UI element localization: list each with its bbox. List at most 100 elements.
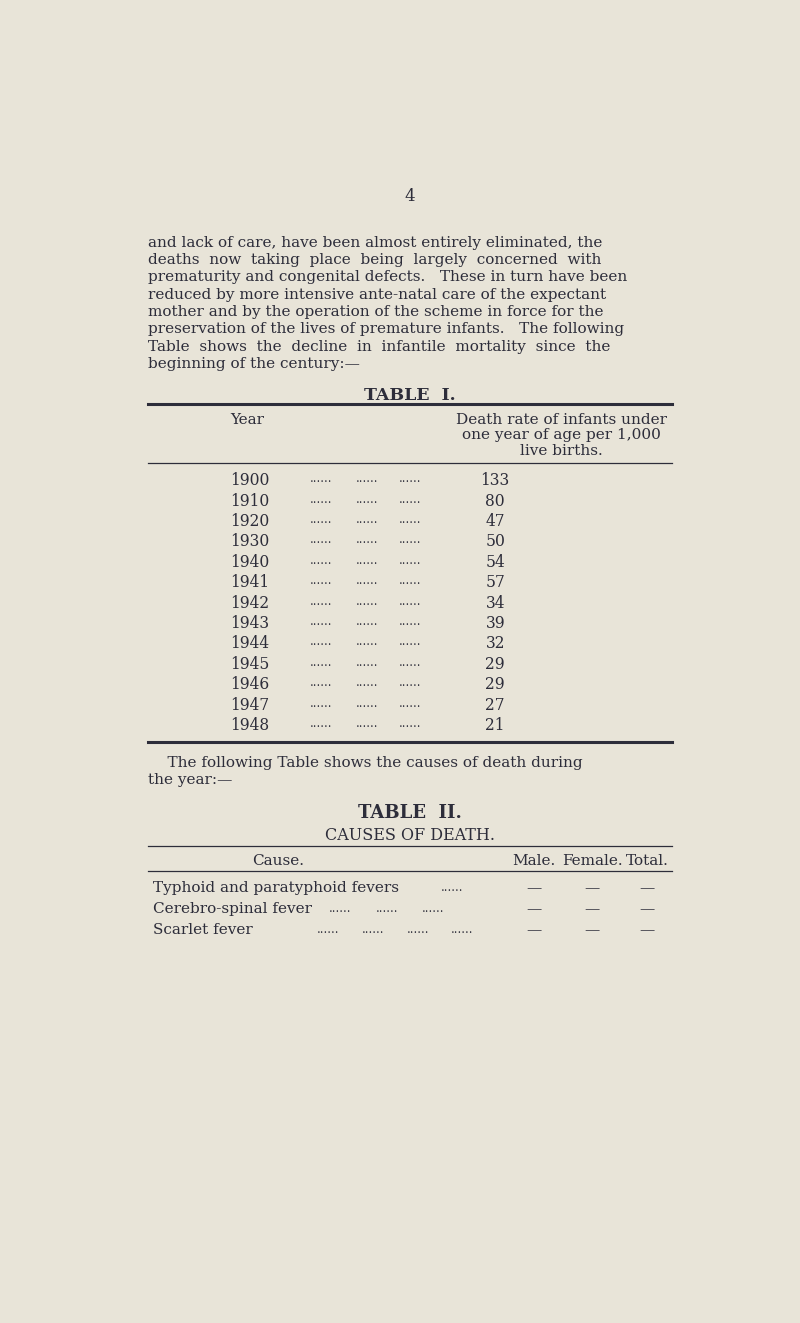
Text: 50: 50 — [486, 533, 505, 550]
Text: ......: ...... — [398, 717, 422, 730]
Text: ......: ...... — [310, 615, 332, 628]
Text: 29: 29 — [486, 656, 505, 673]
Text: 1944: 1944 — [230, 635, 270, 652]
Text: ......: ...... — [362, 923, 384, 935]
Text: ......: ...... — [329, 902, 351, 916]
Text: —: — — [526, 902, 542, 917]
Text: ......: ...... — [356, 615, 378, 628]
Text: ......: ...... — [398, 656, 422, 669]
Text: —: — — [639, 902, 654, 917]
Text: 32: 32 — [486, 635, 505, 652]
Text: 1943: 1943 — [230, 615, 270, 632]
Text: Total.: Total. — [626, 853, 669, 868]
Text: ......: ...... — [398, 533, 422, 546]
Text: beginning of the century:—: beginning of the century:— — [148, 357, 360, 370]
Text: 4: 4 — [405, 188, 415, 205]
Text: —: — — [526, 923, 542, 937]
Text: ......: ...... — [356, 574, 378, 587]
Text: ......: ...... — [356, 676, 378, 689]
Text: 47: 47 — [486, 513, 505, 531]
Text: ......: ...... — [356, 513, 378, 527]
Text: ......: ...... — [398, 472, 422, 486]
Text: Scarlet fever: Scarlet fever — [153, 923, 253, 937]
Text: ......: ...... — [356, 697, 378, 709]
Text: reduced by more intensive ante-natal care of the expectant: reduced by more intensive ante-natal car… — [148, 287, 606, 302]
Text: 1948: 1948 — [230, 717, 270, 734]
Text: —: — — [639, 923, 654, 937]
Text: TABLE  II.: TABLE II. — [358, 803, 462, 822]
Text: Table  shows  the  decline  in  infantile  mortality  since  the: Table shows the decline in infantile mor… — [148, 340, 610, 353]
Text: —: — — [585, 902, 600, 917]
Text: ......: ...... — [356, 533, 378, 546]
Text: ......: ...... — [398, 492, 422, 505]
Text: ......: ...... — [356, 635, 378, 648]
Text: the year:—: the year:— — [148, 773, 233, 787]
Text: 1900: 1900 — [230, 472, 270, 490]
Text: ......: ...... — [356, 472, 378, 486]
Text: Death rate of infants under: Death rate of infants under — [456, 413, 666, 427]
Text: ......: ...... — [310, 676, 332, 689]
Text: ......: ...... — [310, 697, 332, 709]
Text: 54: 54 — [486, 554, 505, 570]
Text: ......: ...... — [310, 533, 332, 546]
Text: preservation of the lives of premature infants.   The following: preservation of the lives of premature i… — [148, 323, 624, 336]
Text: 29: 29 — [486, 676, 505, 693]
Text: ......: ...... — [310, 574, 332, 587]
Text: ......: ...... — [310, 594, 332, 607]
Text: 1946: 1946 — [230, 676, 270, 693]
Text: Cause.: Cause. — [252, 853, 304, 868]
Text: ......: ...... — [356, 656, 378, 669]
Text: ......: ...... — [310, 472, 332, 486]
Text: ......: ...... — [375, 902, 398, 916]
Text: ......: ...... — [422, 902, 445, 916]
Text: ......: ...... — [398, 697, 422, 709]
Text: The following Table shows the causes of death during: The following Table shows the causes of … — [148, 755, 582, 770]
Text: prematurity and congenital defects.   These in turn have been: prematurity and congenital defects. Thes… — [148, 270, 627, 284]
Text: 133: 133 — [481, 472, 510, 490]
Text: and lack of care, have been almost entirely eliminated, the: and lack of care, have been almost entir… — [148, 235, 602, 250]
Text: 1910: 1910 — [230, 492, 270, 509]
Text: ......: ...... — [398, 574, 422, 587]
Text: ......: ...... — [398, 513, 422, 527]
Text: ......: ...... — [356, 594, 378, 607]
Text: Cerebro-spinal fever: Cerebro-spinal fever — [153, 902, 312, 917]
Text: live births.: live births. — [520, 443, 602, 458]
Text: 27: 27 — [486, 697, 505, 713]
Text: ......: ...... — [356, 554, 378, 566]
Text: ......: ...... — [356, 492, 378, 505]
Text: ......: ...... — [310, 513, 332, 527]
Text: ......: ...... — [398, 594, 422, 607]
Text: CAUSES OF DEATH.: CAUSES OF DEATH. — [325, 827, 495, 844]
Text: ......: ...... — [310, 492, 332, 505]
Text: 1947: 1947 — [230, 697, 270, 713]
Text: 1930: 1930 — [230, 533, 270, 550]
Text: 34: 34 — [486, 594, 505, 611]
Text: 39: 39 — [486, 615, 505, 632]
Text: 1920: 1920 — [230, 513, 270, 531]
Text: ......: ...... — [398, 554, 422, 566]
Text: 21: 21 — [486, 717, 505, 734]
Text: ......: ...... — [398, 676, 422, 689]
Text: ......: ...... — [310, 635, 332, 648]
Text: 57: 57 — [486, 574, 505, 591]
Text: ......: ...... — [310, 656, 332, 669]
Text: ......: ...... — [310, 554, 332, 566]
Text: ......: ...... — [398, 635, 422, 648]
Text: mother and by the operation of the scheme in force for the: mother and by the operation of the schem… — [148, 306, 603, 319]
Text: ......: ...... — [442, 881, 464, 894]
Text: ......: ...... — [356, 717, 378, 730]
Text: Female.: Female. — [562, 853, 622, 868]
Text: ......: ...... — [398, 615, 422, 628]
Text: 1940: 1940 — [230, 554, 270, 570]
Text: 1945: 1945 — [230, 656, 270, 673]
Text: one year of age per 1,000: one year of age per 1,000 — [462, 429, 661, 442]
Text: ......: ...... — [318, 923, 340, 935]
Text: Year: Year — [230, 413, 264, 427]
Text: —: — — [585, 881, 600, 896]
Text: Typhoid and paratyphoid fevers: Typhoid and paratyphoid fevers — [153, 881, 398, 896]
Text: Male.: Male. — [512, 853, 556, 868]
Text: ......: ...... — [406, 923, 429, 935]
Text: —: — — [639, 881, 654, 896]
Text: 80: 80 — [486, 492, 505, 509]
Text: ......: ...... — [310, 717, 332, 730]
